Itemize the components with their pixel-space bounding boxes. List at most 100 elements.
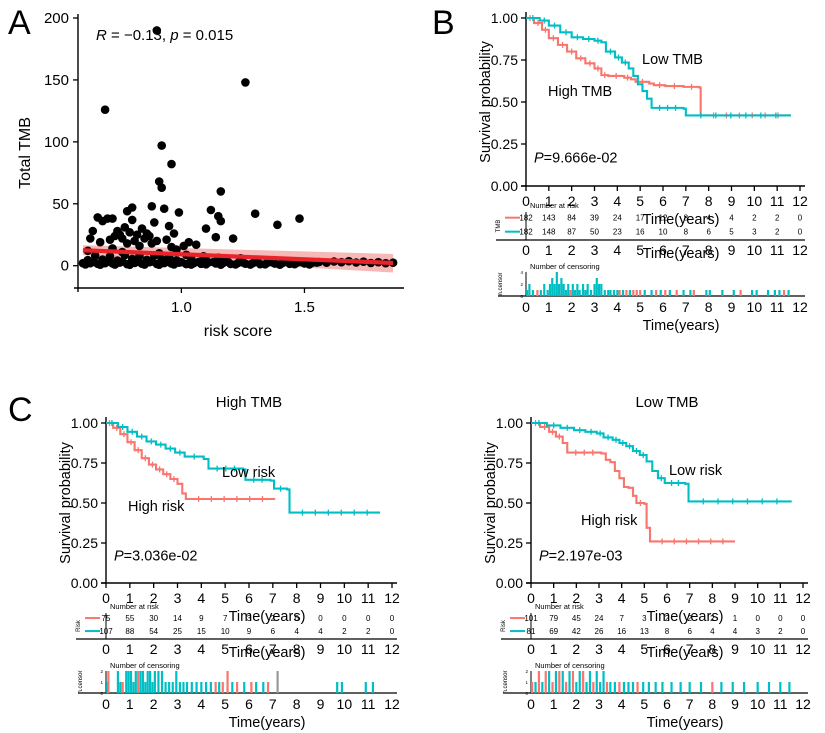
censor-bar	[609, 290, 612, 296]
censor-bar	[148, 671, 152, 693]
censor-bar	[200, 682, 203, 693]
censor-bar	[364, 682, 367, 693]
censor-bar	[592, 682, 595, 693]
svg-text:7: 7	[686, 696, 694, 712]
censor-bar	[127, 671, 130, 693]
risk-table-cell: 26	[595, 627, 604, 636]
risk-table-cell: 2	[752, 214, 757, 223]
risk-table-cell: 3	[642, 614, 647, 623]
censor-bar	[571, 671, 575, 693]
svg-text:11: 11	[361, 590, 376, 606]
svg-text:Time(years): Time(years)	[643, 318, 720, 334]
svg-text:3: 3	[174, 696, 182, 712]
censor-bar	[664, 290, 667, 296]
svg-text:6: 6	[663, 590, 671, 606]
censor-bar	[537, 671, 541, 693]
censor-bar	[742, 682, 746, 693]
svg-text:7: 7	[269, 590, 277, 606]
svg-text:2: 2	[100, 669, 103, 674]
svg-text:1: 1	[126, 696, 134, 712]
censor-bar	[558, 671, 561, 693]
risk-table-cell: 8	[684, 228, 689, 237]
censor-bar	[107, 671, 110, 693]
risk-table-cell: 4	[733, 627, 738, 636]
svg-text:12: 12	[792, 242, 808, 258]
censor-bar	[276, 671, 279, 693]
censor-axis-label: n.censor	[78, 670, 84, 693]
risk-table-cell: 69	[549, 627, 558, 636]
svg-text:0: 0	[102, 696, 110, 712]
low-group-label: Low risk	[669, 463, 723, 479]
svg-text:9: 9	[731, 696, 739, 712]
svg-text:6: 6	[663, 641, 671, 657]
svg-text:2: 2	[520, 282, 523, 287]
svg-text:3: 3	[591, 299, 599, 315]
censor-bar	[578, 290, 581, 296]
svg-text:4: 4	[618, 696, 626, 712]
svg-text:0.00: 0.00	[71, 575, 98, 591]
km-title: Low TMB	[635, 394, 698, 411]
censor-bar	[205, 682, 208, 693]
p-value-label: P=9.666e-02	[534, 150, 617, 166]
censor-bar	[561, 671, 564, 693]
censor-bar	[631, 682, 635, 693]
svg-text:6: 6	[663, 696, 671, 712]
panel-b: B 0.00 0.25 0.50 0.75 1.00 0 1 2 3 4 5 6 7 8 9 10 11 12 Ti…	[430, 0, 825, 334]
risk-table-cell: 14	[173, 614, 182, 623]
svg-text:11: 11	[770, 299, 785, 315]
svg-text:3: 3	[595, 590, 603, 606]
svg-text:Time(years): Time(years)	[647, 645, 724, 661]
svg-text:9: 9	[728, 193, 736, 209]
risk-table-cell: 5	[729, 228, 734, 237]
censor-bar	[575, 682, 578, 693]
risk-table-cell: 2	[271, 614, 276, 623]
svg-text:8: 8	[705, 299, 713, 315]
risk-table-cell: 4	[318, 627, 323, 636]
censor-title: Number of censoring	[530, 262, 600, 271]
censor-bar	[139, 671, 142, 693]
svg-text:1: 1	[100, 680, 103, 685]
risk-table-cell: 12	[659, 214, 668, 223]
svg-text:0.00: 0.00	[491, 178, 518, 194]
censor-bar	[602, 671, 605, 693]
risk-table-cell: 0	[798, 228, 803, 237]
svg-text:6: 6	[659, 299, 667, 315]
risk-table-cell: 0	[755, 614, 760, 623]
svg-text:0: 0	[527, 641, 535, 657]
censor-bar	[576, 284, 579, 296]
censor-bar	[539, 290, 542, 296]
risk-table-cell: 0	[294, 614, 299, 623]
svg-text:7: 7	[269, 696, 277, 712]
svg-text:150: 150	[44, 72, 69, 89]
svg-text:0.25: 0.25	[71, 535, 98, 551]
svg-text:12: 12	[795, 696, 811, 712]
risk-table-cell: 0	[366, 614, 371, 623]
censor-bar	[627, 682, 630, 693]
svg-text:8: 8	[293, 641, 301, 657]
censor-bar	[544, 671, 547, 693]
svg-text:1: 1	[550, 590, 558, 606]
svg-text:9: 9	[317, 590, 325, 606]
panel-a-ylabel: Total TMB	[17, 117, 34, 189]
risk-table-cell: 9	[247, 627, 252, 636]
svg-text:10: 10	[750, 590, 766, 606]
censor-bar	[642, 682, 645, 693]
svg-text:1: 1	[126, 590, 134, 606]
svg-text:4: 4	[613, 242, 621, 258]
censor-bar	[262, 682, 265, 693]
svg-text:11: 11	[361, 641, 376, 657]
svg-text:4: 4	[197, 590, 205, 606]
svg-text:0.25: 0.25	[491, 136, 518, 152]
censor-bar	[609, 682, 612, 693]
risk-table-cell: 88	[125, 627, 134, 636]
svg-text:4: 4	[520, 270, 523, 275]
svg-text:4: 4	[613, 193, 621, 209]
risk-table-cell: 16	[636, 228, 645, 237]
regression-line	[82, 248, 394, 266]
svg-text:7: 7	[686, 590, 694, 606]
censor-bar	[555, 272, 558, 296]
risk-table-cell: 50	[590, 228, 599, 237]
svg-text:10: 10	[750, 696, 766, 712]
censor-bar	[787, 290, 790, 296]
svg-text:5: 5	[636, 299, 644, 315]
